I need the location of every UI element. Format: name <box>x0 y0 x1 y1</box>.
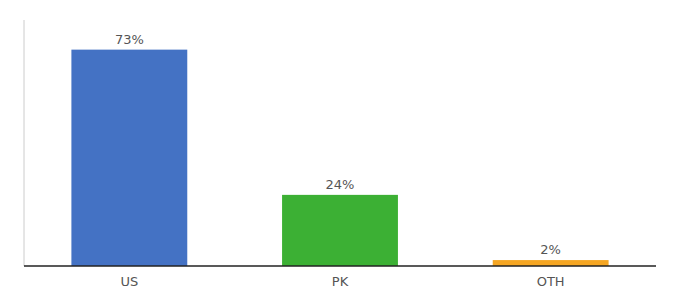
x-tick-label: OTH <box>537 274 565 289</box>
y-axis-line <box>24 20 25 266</box>
data-label: 2% <box>540 242 561 257</box>
x-tick-label: PK <box>332 274 349 289</box>
chart-svg: US PK OTH 73% 24% 2% <box>0 0 680 300</box>
bar <box>282 195 398 266</box>
x-axis-line <box>24 265 656 267</box>
chart-container: US PK OTH 73% 24% 2% <box>0 0 680 300</box>
data-label: 73% <box>115 32 144 47</box>
x-tick-label: US <box>120 274 138 289</box>
bars <box>71 50 608 266</box>
bar <box>71 50 187 266</box>
bar <box>493 260 609 266</box>
plot-area <box>71 50 608 266</box>
data-label: 24% <box>326 177 355 192</box>
